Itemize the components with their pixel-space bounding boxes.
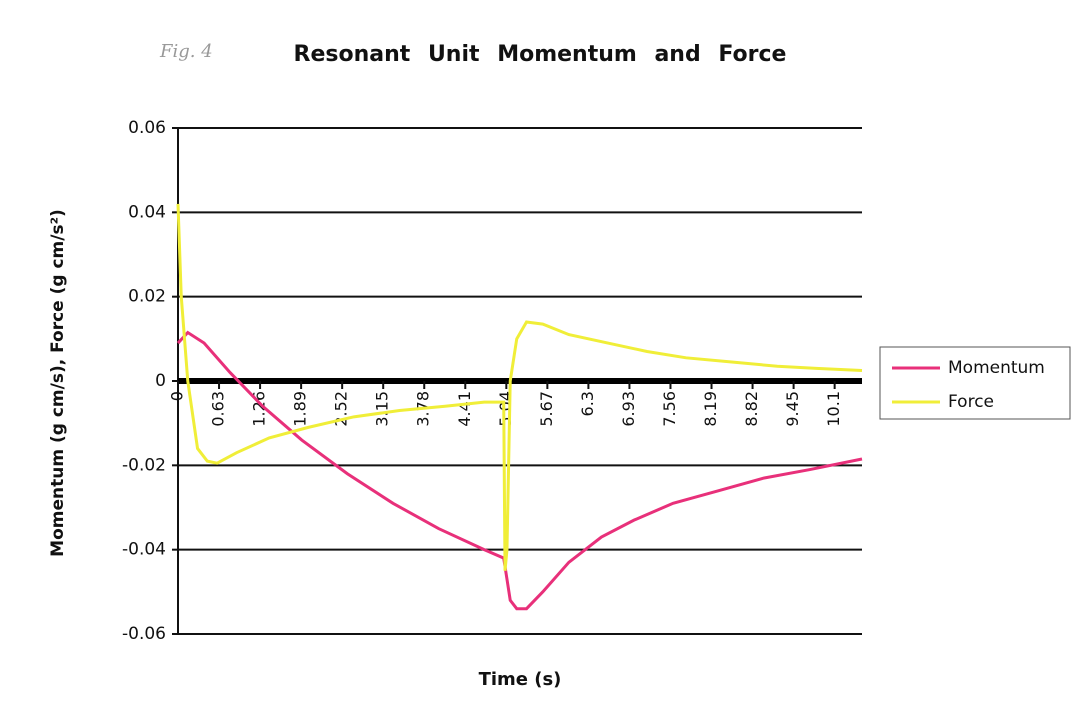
- chart-title: Resonant Unit Momentum and Force: [294, 42, 787, 67]
- x-tick-label: 7.56: [660, 391, 679, 427]
- figure-label: Fig. 4: [159, 41, 213, 62]
- y-tick-label: -0.02: [122, 455, 166, 475]
- x-tick-label: 0.63: [209, 391, 228, 427]
- x-axis-label: Time (s): [479, 669, 562, 690]
- legend-box: [879, 346, 1071, 420]
- x-tick-label: 1.26: [250, 391, 269, 427]
- x-tick-label: 3.15: [373, 391, 392, 427]
- legend-label: Force: [948, 392, 994, 412]
- x-tick-label: 6.3: [578, 391, 597, 416]
- y-tick-label: 0.04: [128, 202, 166, 222]
- x-tick-label: 8.19: [701, 391, 720, 427]
- y-tick-label: 0.02: [128, 287, 166, 307]
- series-line: [176, 330, 863, 611]
- x-tick-label: 5.67: [537, 391, 556, 427]
- x-tick-label: 6.93: [619, 391, 638, 427]
- y-tick-label: 0: [155, 371, 166, 391]
- legend-label: Momentum: [948, 358, 1045, 378]
- y-tick-label: 0.06: [128, 118, 166, 138]
- x-tick-label: 0: [168, 391, 187, 401]
- x-tick-label: 10.1: [824, 391, 843, 427]
- x-tick-label: 8.82: [742, 391, 761, 427]
- y-axis-label: Momentum (g cm/s), Force (g cm/s²): [48, 209, 68, 557]
- series-line: [176, 203, 863, 571]
- x-tick-label: 9.45: [783, 391, 802, 427]
- x-tick-label: 4.41: [455, 391, 474, 427]
- y-tick-label: -0.06: [122, 624, 166, 644]
- y-tick-label: -0.04: [122, 540, 166, 560]
- x-tick-label: 1.89: [291, 391, 310, 427]
